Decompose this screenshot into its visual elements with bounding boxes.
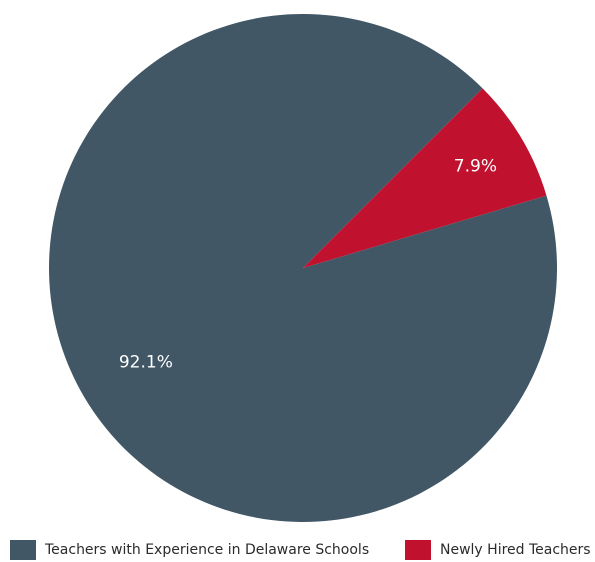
- legend-swatch-newly-hired: [405, 540, 431, 560]
- slice-label-experienced: 92.1%: [119, 353, 173, 373]
- pie-chart: 92.1% 7.9%: [48, 13, 557, 522]
- legend-item-experienced: Teachers with Experience in Delaware Sch…: [10, 540, 369, 560]
- slice-experienced-teachers: [48, 13, 557, 522]
- legend-label-newly-hired: Newly Hired Teachers: [440, 542, 591, 558]
- legend-swatch-experienced: [10, 540, 36, 560]
- legend-item-newly-hired: Newly Hired Teachers: [405, 540, 591, 560]
- slice-label-newly-hired: 7.9%: [454, 156, 497, 176]
- legend-label-experienced: Teachers with Experience in Delaware Sch…: [45, 542, 370, 558]
- slice-newly-hired-teachers: [303, 88, 547, 269]
